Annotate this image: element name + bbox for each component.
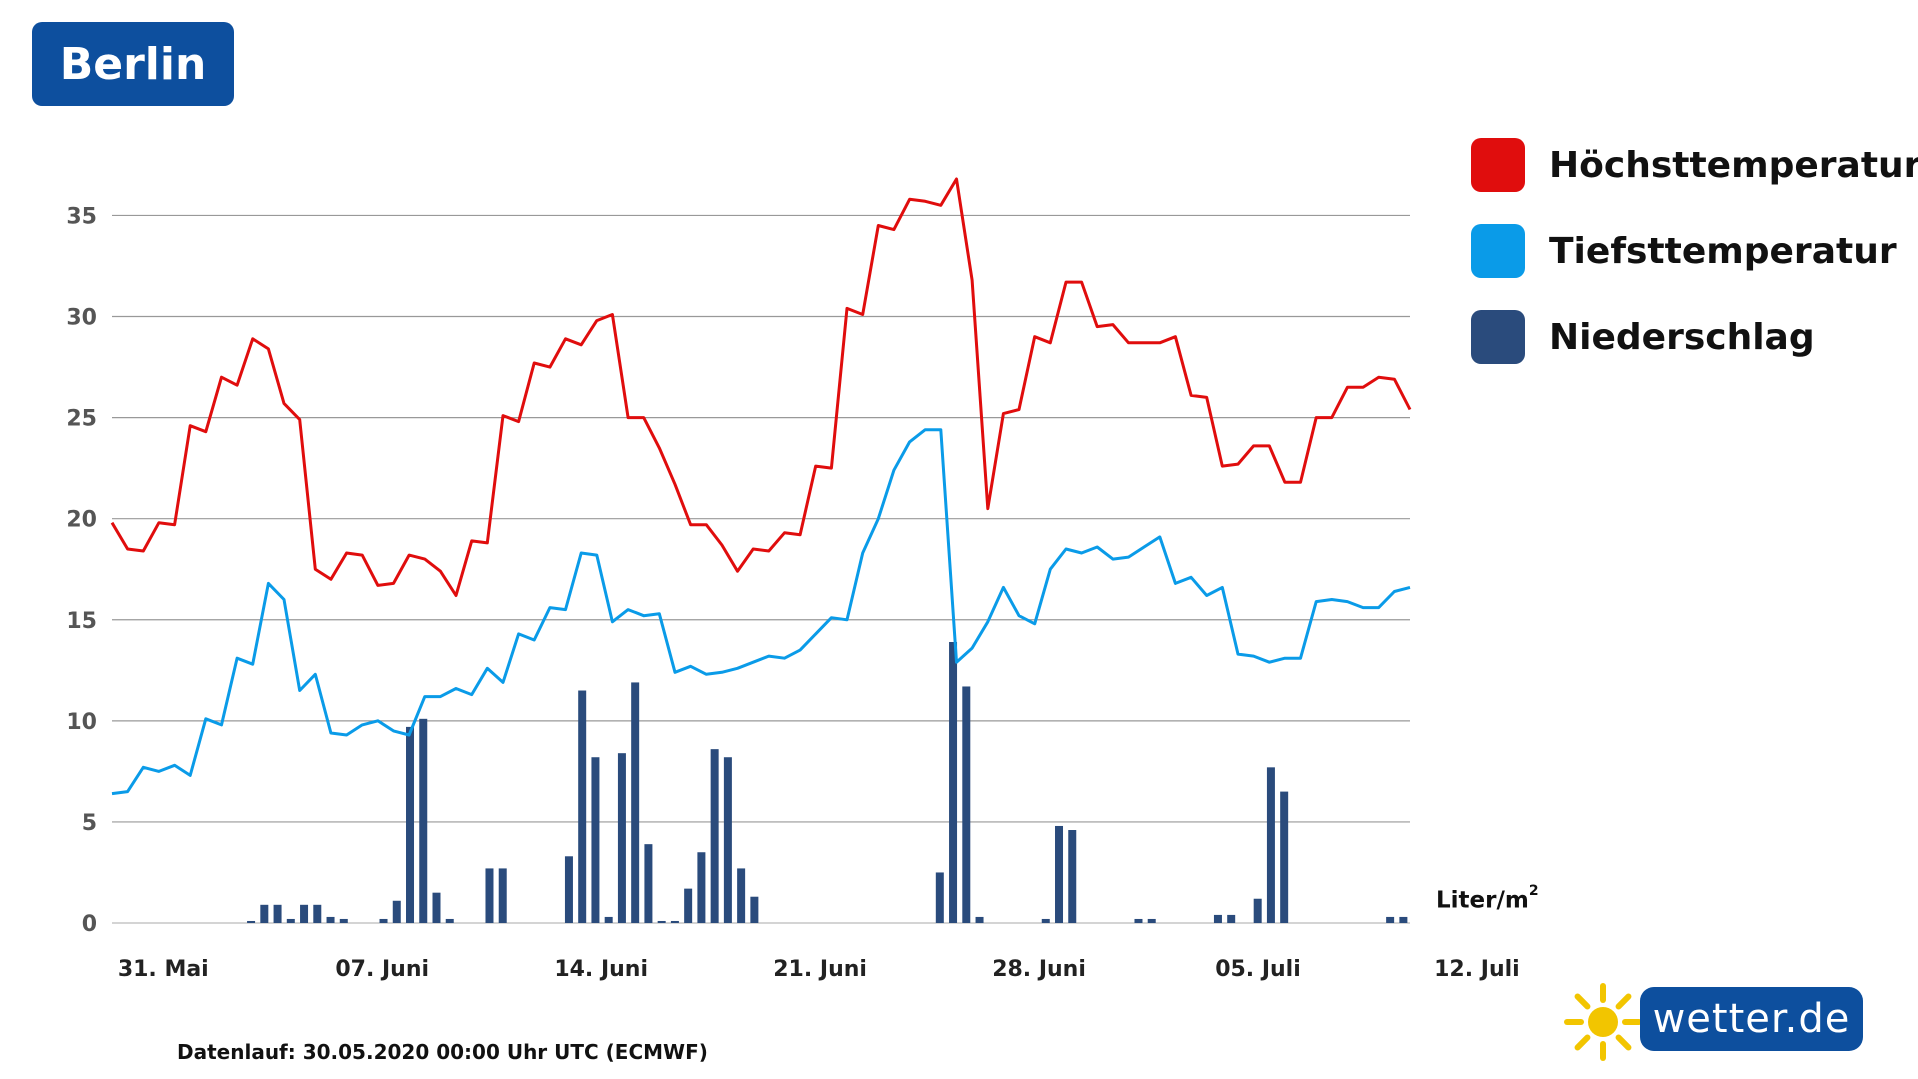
precipitation-bar	[935, 872, 944, 923]
precipitation-unit-label: Liter/m2	[1436, 883, 1539, 914]
precipitation-bar	[300, 904, 309, 923]
x-tick-labels: 31. Mai 07. Juni 14. Juni 21. Juni 28. Juni 0…	[118, 957, 1520, 982]
precipitation-bar	[1280, 791, 1289, 923]
legend-item-max-temp: Höchsttemperatur	[1471, 138, 1918, 192]
precipitation-bar	[432, 892, 441, 923]
max-temp-line	[110, 177, 1412, 597]
unit-exponent: 2	[1528, 883, 1539, 899]
legend-label-precipitation: Niederschlag	[1549, 316, 1815, 358]
precipitation-bar	[1041, 918, 1050, 923]
sun-ray	[1615, 1034, 1632, 1051]
precipitation-bar	[273, 904, 282, 923]
precipitation-bars	[247, 641, 1408, 923]
x-tick-label: 21. Juni	[773, 957, 867, 982]
precipitation-bar	[1399, 916, 1408, 923]
precipitation-bar	[949, 641, 958, 923]
precipitation-bar	[419, 718, 428, 923]
precipitation-bar	[670, 920, 679, 923]
precipitation-bar	[445, 918, 454, 923]
precipitation-bar	[591, 757, 600, 923]
legend: Höchsttemperatur Tiefsttemperatur Nieder…	[1471, 138, 1918, 396]
precipitation-bar	[1068, 830, 1077, 923]
x-tick-label: 14. Juni	[554, 957, 648, 982]
legend-swatch-precipitation	[1471, 310, 1525, 364]
precipitation-bar	[286, 918, 295, 923]
precipitation-bar	[684, 888, 693, 923]
precipitation-bar	[564, 856, 573, 923]
legend-item-min-temp: Tiefsttemperatur	[1471, 224, 1918, 278]
precipitation-bar	[313, 904, 322, 923]
precipitation-bar	[485, 868, 494, 923]
logo-wordmark: wetter.de	[1640, 987, 1863, 1051]
sun-ray	[1574, 1034, 1591, 1051]
precipitation-bar	[1266, 767, 1275, 923]
precipitation-bar	[737, 868, 746, 923]
x-tick-label: 31. Mai	[118, 957, 209, 982]
precipitation-bar	[975, 916, 984, 923]
precipitation-bar	[339, 918, 348, 923]
precipitation-bar	[1227, 914, 1236, 923]
precipitation-bar	[710, 749, 719, 923]
precipitation-bar	[657, 920, 666, 923]
x-tick-label: 07. Juni	[335, 957, 429, 982]
x-tick-label: 05. Juli	[1215, 957, 1301, 982]
precipitation-bar	[1134, 918, 1143, 923]
precipitation-bar	[578, 690, 587, 923]
precipitation-bar	[631, 682, 640, 923]
grid-lines	[112, 214, 1410, 924]
y-tick-label: 25	[66, 407, 97, 432]
precipitation-bar	[644, 844, 653, 923]
y-tick-label: 10	[66, 710, 97, 735]
precipitation-bar	[1386, 916, 1395, 923]
unit-base: Liter/m	[1436, 887, 1529, 914]
precipitation-bar	[1055, 825, 1064, 923]
x-tick-label: 12. Juli	[1434, 957, 1520, 982]
location-title: Berlin	[32, 22, 234, 106]
precipitation-bar	[750, 896, 759, 923]
precipitation-bar	[962, 686, 971, 923]
precipitation-bar	[247, 920, 256, 923]
y-tick-label: 0	[82, 912, 97, 937]
y-tick-label: 35	[66, 204, 97, 229]
legend-item-precipitation: Niederschlag	[1471, 310, 1918, 364]
legend-swatch-max-temp	[1471, 138, 1525, 192]
precipitation-bar	[1147, 918, 1156, 923]
sun-icon	[1564, 983, 1642, 1061]
precipitation-bar	[260, 904, 269, 923]
y-tick-label: 30	[66, 306, 97, 331]
data-run-footnote: Datenlauf: 30.05.2020 00:00 Uhr UTC (ECM…	[177, 1040, 708, 1064]
y-tick-label: 15	[66, 609, 97, 634]
precipitation-bar	[1213, 914, 1222, 923]
precipitation-bar	[392, 900, 401, 923]
min-temp-line	[111, 428, 1411, 796]
y-tick-label: 5	[82, 811, 97, 836]
precipitation-bar	[498, 868, 507, 923]
y-tick-label: 20	[66, 508, 97, 533]
precipitation-bar	[326, 916, 335, 923]
precipitation-bar	[604, 916, 613, 923]
temperature-lines	[110, 177, 1412, 796]
legend-label-max-temp: Höchsttemperatur	[1549, 144, 1918, 186]
precipitation-bar	[697, 852, 706, 923]
wetter-de-logo[interactable]: wetter.de	[1563, 982, 1863, 1062]
precipitation-bar	[1253, 898, 1262, 923]
sun-ray	[1615, 993, 1632, 1010]
x-tick-label: 28. Juni	[992, 957, 1086, 982]
legend-label-min-temp: Tiefsttemperatur	[1549, 230, 1897, 272]
y-tick-labels: 0 5 10 15 20 25 30 35	[66, 204, 97, 937]
precipitation-bar	[406, 726, 415, 923]
precipitation-bar	[379, 918, 388, 923]
sun-ray	[1574, 993, 1591, 1010]
legend-swatch-min-temp	[1471, 224, 1525, 278]
precipitation-bar	[723, 757, 732, 923]
precipitation-bar	[617, 753, 626, 923]
